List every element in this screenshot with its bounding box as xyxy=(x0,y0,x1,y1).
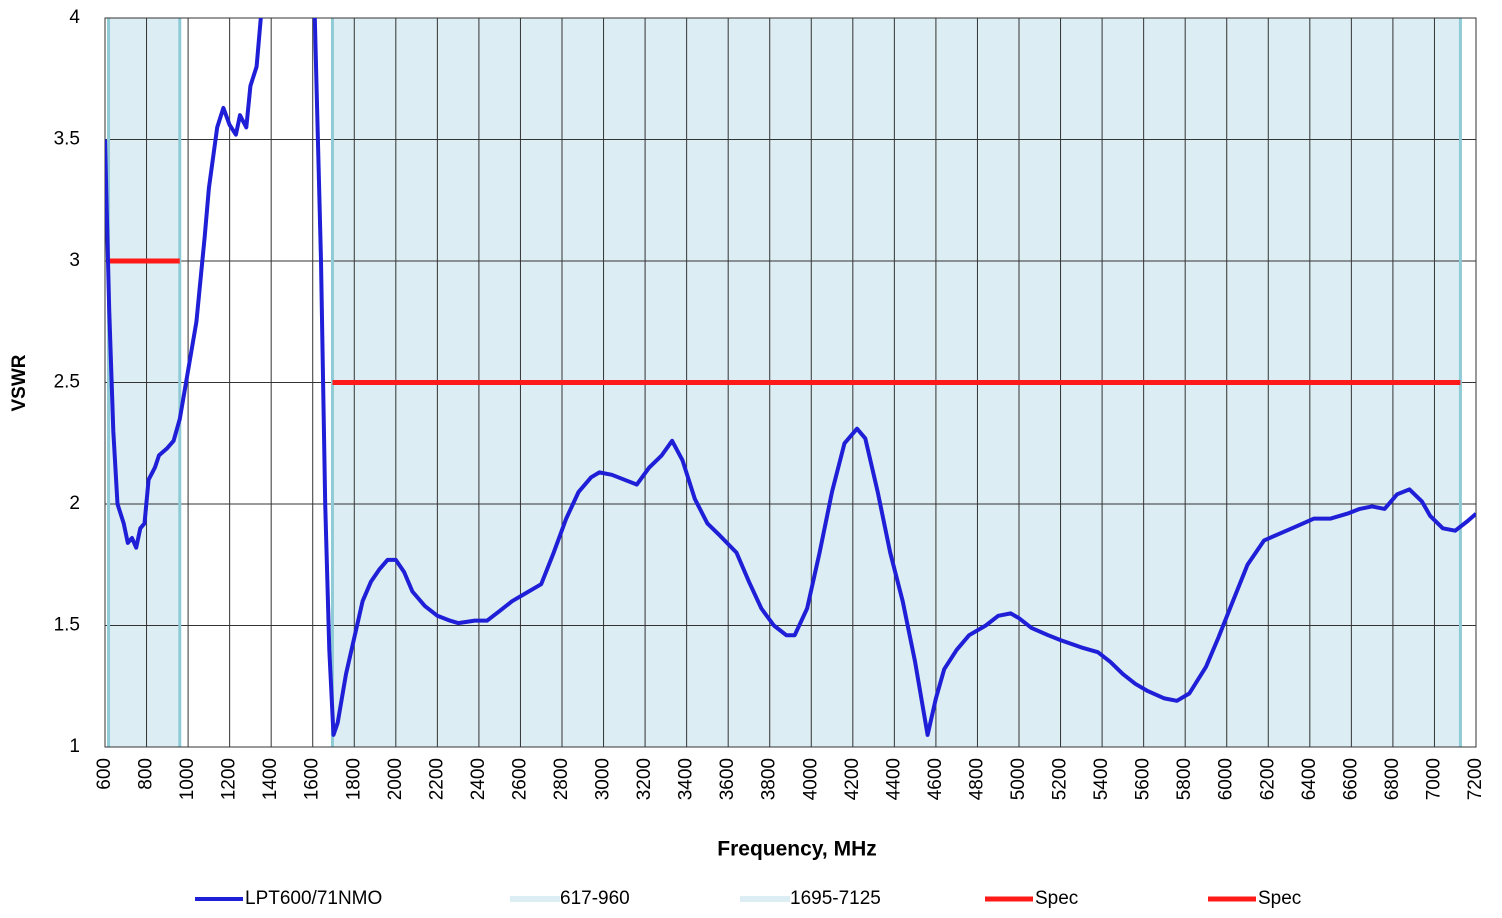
x-tick-label: 7000 xyxy=(1423,758,1444,800)
x-tick-label: 2000 xyxy=(385,758,406,800)
x-axis-label: Frequency, MHz xyxy=(717,838,876,861)
y-axis-label: VSWR xyxy=(9,354,30,411)
y-tick-label: 2.5 xyxy=(54,372,80,393)
y-tick-label: 2 xyxy=(69,493,80,514)
x-tick-label: 6600 xyxy=(1340,758,1361,800)
x-tick-label: 5200 xyxy=(1050,758,1071,800)
x-tick-label: 3800 xyxy=(759,758,780,800)
x-tick-label: 5600 xyxy=(1133,758,1154,800)
x-tick-label: 600 xyxy=(94,758,115,790)
x-tick-label: 3600 xyxy=(717,758,738,800)
x-tick-label: 6200 xyxy=(1257,758,1278,800)
x-tick-label: 7200 xyxy=(1465,758,1486,800)
x-tick-label: 1200 xyxy=(219,758,240,800)
x-tick-label: 800 xyxy=(136,758,157,790)
x-tick-label: 5400 xyxy=(1091,758,1112,800)
x-tick-label: 4600 xyxy=(925,758,946,800)
legend-label: 1695-7125 xyxy=(790,888,881,909)
x-tick-label: 6000 xyxy=(1216,758,1237,800)
x-tick-label: 4800 xyxy=(966,758,987,800)
y-tick-label: 3.5 xyxy=(54,129,80,150)
x-tick-label: 2200 xyxy=(426,758,447,800)
x-tick-label: 1600 xyxy=(302,758,323,800)
x-tick-label: 2800 xyxy=(551,758,572,800)
x-tick-label: 3000 xyxy=(593,758,614,800)
x-tick-label: 5000 xyxy=(1008,758,1029,800)
y-tick-label: 1 xyxy=(69,736,80,757)
series-line xyxy=(105,18,1476,737)
x-tick-label: 2400 xyxy=(468,758,489,800)
x-tick-label: 6400 xyxy=(1299,758,1320,800)
x-tick-label: 3200 xyxy=(634,758,655,800)
x-tick-label: 1000 xyxy=(177,758,198,800)
x-tick-label: 2600 xyxy=(509,758,530,800)
x-tick-label: 4400 xyxy=(883,758,904,800)
legend-label: Spec xyxy=(1035,888,1078,909)
x-tick-label: 1800 xyxy=(343,758,364,800)
y-tick-label: 4 xyxy=(69,7,80,28)
x-tick-label: 3400 xyxy=(676,758,697,800)
legend-label: LPT600/71NMO xyxy=(245,888,382,909)
y-tick-label: 3 xyxy=(69,250,80,271)
plot-border xyxy=(104,17,1477,748)
legend-label: 617-960 xyxy=(560,888,630,909)
y-tick-label: 1.5 xyxy=(54,615,80,636)
x-tick-label: 6800 xyxy=(1382,758,1403,800)
x-tick-label: 1400 xyxy=(260,758,281,800)
legend-label: Spec xyxy=(1258,888,1301,909)
x-tick-label: 5800 xyxy=(1174,758,1195,800)
x-tick-label: 4200 xyxy=(842,758,863,800)
x-tick-label: 4000 xyxy=(800,758,821,800)
